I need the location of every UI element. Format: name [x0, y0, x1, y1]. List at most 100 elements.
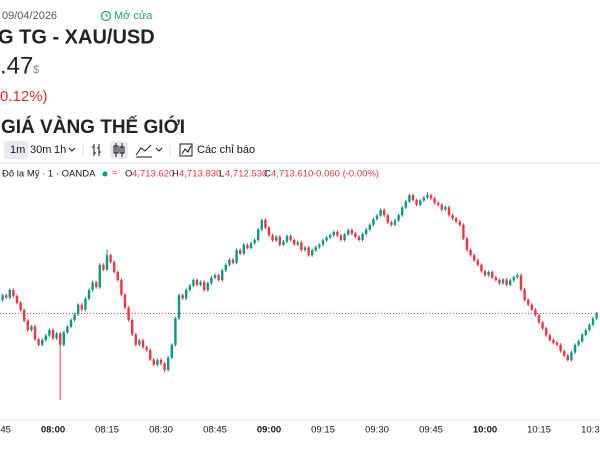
candle-body — [530, 304, 533, 310]
candle-icon[interactable] — [113, 143, 125, 157]
candle-body — [95, 282, 98, 288]
time-label: 10:15 — [527, 425, 551, 436]
candle-body — [336, 232, 339, 236]
candle-body — [379, 210, 382, 216]
candle-body — [462, 224, 465, 239]
candle-body — [325, 237, 328, 241]
candle-body — [59, 333, 62, 345]
candle-body — [523, 289, 526, 300]
candle-body — [37, 339, 40, 345]
time-label: 08:15 — [95, 425, 119, 436]
candle-body — [23, 310, 26, 321]
active-interval-bg — [4, 141, 28, 159]
candle-body — [1, 295, 4, 300]
candle-body — [123, 294, 127, 308]
candle-body — [581, 334, 584, 342]
candle-body — [41, 340, 44, 345]
candle-body — [174, 318, 177, 345]
candle-body — [458, 221, 461, 225]
interval-button[interactable]: 1h — [54, 144, 66, 156]
interval-button[interactable]: 1m — [10, 144, 25, 156]
candle-body — [163, 363, 166, 370]
legend-value: 4,713.620 — [132, 169, 174, 180]
candle-body — [109, 255, 112, 262]
area-icon[interactable] — [135, 144, 152, 158]
candle-body — [303, 247, 307, 250]
candle-body — [264, 220, 267, 228]
candle-body — [152, 359, 155, 365]
candle-body — [300, 242, 303, 250]
candle-body — [44, 335, 47, 340]
indicator-icon[interactable] — [179, 143, 193, 157]
candle-body — [156, 360, 159, 365]
indicators-button[interactable]: Các chỉ báo — [197, 144, 255, 156]
interval-dropdown[interactable] — [68, 147, 76, 152]
price-change: 0.12%) — [0, 88, 48, 105]
candle-body — [217, 275, 220, 280]
candle-body — [541, 322, 544, 329]
candle-body — [440, 204, 443, 210]
legend-icon: ≈ — [112, 168, 117, 179]
candle-body — [8, 290, 11, 298]
time-label: 10:30 — [581, 425, 600, 436]
candle-body — [228, 259, 231, 265]
candle-body — [383, 210, 386, 216]
candle-body — [285, 236, 289, 242]
candle-body — [552, 340, 555, 343]
candle-body — [357, 236, 361, 240]
candle-body — [329, 235, 332, 238]
candle-body — [282, 241, 285, 245]
legend-value: 4,713.830 — [179, 169, 221, 180]
candle-body — [120, 280, 123, 295]
candle-body — [519, 275, 523, 290]
candle-body — [242, 244, 245, 254]
candle-body — [188, 285, 191, 290]
candle-body — [221, 270, 224, 280]
candle-body — [408, 195, 411, 202]
time-label: 09:30 — [365, 425, 389, 436]
candle-body — [199, 282, 202, 285]
candle-body — [444, 207, 447, 210]
candle-body — [30, 326, 33, 330]
time-label: 08:45 — [203, 425, 227, 436]
candle-body — [55, 333, 58, 339]
candle-body — [185, 290, 188, 299]
candle-body — [314, 247, 317, 251]
interval-button[interactable]: 30m — [30, 144, 51, 156]
symbol: G TG - XAU/USD — [0, 26, 155, 48]
candle-body — [480, 264, 483, 272]
candle-body — [253, 240, 256, 244]
candle-body — [113, 262, 116, 272]
bar-style-icon[interactable] — [92, 144, 101, 156]
candle-body — [249, 243, 253, 248]
candle-body — [447, 207, 451, 216]
candle-body — [354, 233, 357, 237]
candle-body — [473, 255, 476, 261]
time-label: 08:00 — [41, 425, 65, 436]
candle-body — [347, 230, 350, 235]
candle-body — [537, 315, 541, 323]
candle-body — [80, 304, 83, 310]
candle-body — [77, 304, 80, 315]
candle-body — [566, 355, 569, 360]
candle-body — [224, 264, 227, 271]
candle-body — [5, 295, 8, 298]
candle-body — [469, 250, 472, 256]
candle-body — [102, 264, 105, 270]
candle-body — [365, 229, 368, 234]
candle-body — [26, 320, 29, 330]
candle-body — [591, 318, 595, 325]
candle-body — [105, 255, 109, 270]
candle-body — [213, 275, 217, 278]
chart-type-dropdown[interactable] — [155, 147, 163, 152]
candle-body — [505, 279, 508, 285]
candle-body — [534, 309, 537, 316]
candle-body — [307, 247, 310, 256]
status-dot — [102, 171, 108, 177]
candle-body — [512, 277, 515, 281]
candle-body — [210, 277, 213, 284]
candle-body — [235, 250, 238, 263]
candle-body — [404, 201, 407, 208]
candle-body — [257, 229, 260, 240]
candle-body — [145, 347, 148, 350]
